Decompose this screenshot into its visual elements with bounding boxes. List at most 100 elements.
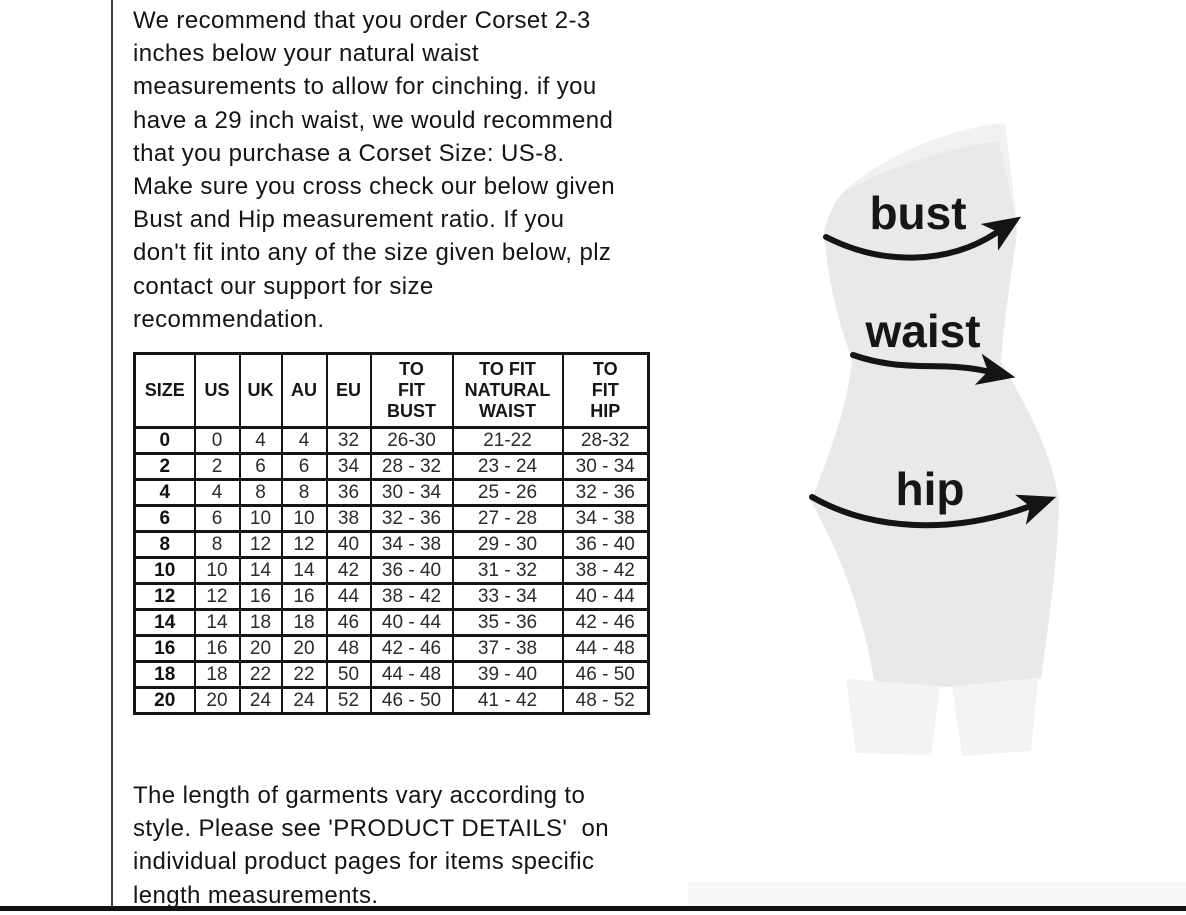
table-row-size-16: 16 16 20 20 48 42 - 46 37 - 38 44 - 48 bbox=[133, 634, 650, 663]
table-cell: 8 bbox=[133, 530, 196, 559]
table-cell: 46 bbox=[325, 608, 372, 637]
table-cell: 8 bbox=[238, 478, 283, 507]
table-cell: 32 bbox=[325, 426, 372, 455]
table-cell: 6 bbox=[238, 452, 283, 481]
table-cell: 23 - 24 bbox=[451, 452, 564, 481]
table-cell: 18 bbox=[193, 660, 241, 689]
table-cell: 48 bbox=[325, 634, 372, 663]
table-cell: 12 bbox=[193, 582, 241, 611]
table-row-size-10: 10 10 14 14 42 36 - 40 31 - 32 38 - 42 bbox=[133, 556, 650, 585]
table-cell: 27 - 28 bbox=[451, 504, 564, 533]
table-cell: 8 bbox=[280, 478, 328, 507]
bottom-border-line bbox=[0, 906, 1186, 911]
table-cell: 18 bbox=[280, 608, 328, 637]
table-cell: 18 bbox=[133, 660, 196, 689]
table-cell: 6 bbox=[193, 504, 241, 533]
intro-text: We recommend that you order Corset 2-3 i… bbox=[133, 7, 615, 333]
length-note-text: The length of garments vary according to… bbox=[133, 782, 610, 909]
table-cell: 40 bbox=[325, 530, 372, 559]
table-cell: 32 - 36 bbox=[561, 478, 650, 507]
table-cell: 44 - 48 bbox=[369, 660, 454, 689]
body-measurement-diagram: bust waist hip bbox=[790, 105, 1186, 765]
waist-arrow bbox=[850, 352, 1016, 385]
table-cell: 40 - 44 bbox=[561, 582, 650, 611]
table-cell: 2 bbox=[133, 452, 196, 481]
table-cell: 42 - 46 bbox=[561, 608, 650, 637]
hip-arrow bbox=[809, 494, 1057, 529]
table-cell: 30 - 34 bbox=[561, 452, 650, 481]
table-cell: 38 - 42 bbox=[561, 556, 650, 585]
table-cell: 33 - 34 bbox=[451, 582, 564, 611]
table-cell: 31 - 32 bbox=[451, 556, 564, 585]
table-cell: 41 - 42 bbox=[451, 686, 564, 715]
table-cell: 14 bbox=[193, 608, 241, 637]
table-cell: 48 - 52 bbox=[561, 686, 650, 715]
table-cell: 28-32 bbox=[561, 426, 650, 455]
table-cell: 16 bbox=[280, 582, 328, 611]
size-table-head: SIZE US UK AU EU TO FIT BUST TO FIT NATURAL WA… bbox=[133, 352, 650, 429]
table-cell: 4 bbox=[193, 478, 241, 507]
table-cell: 24 bbox=[238, 686, 283, 715]
hip-label: hip bbox=[896, 463, 965, 515]
table-cell: 35 - 36 bbox=[451, 608, 564, 637]
table-cell: 22 bbox=[238, 660, 283, 689]
table-cell: 52 bbox=[325, 686, 372, 715]
table-row-size-12: 12 12 16 16 44 38 - 42 33 - 34 40 - 44 bbox=[133, 582, 650, 611]
table-cell: 14 bbox=[238, 556, 283, 585]
table-cell: 20 bbox=[280, 634, 328, 663]
right-leg bbox=[952, 678, 1038, 756]
left-border-line bbox=[111, 0, 113, 908]
table-cell: 46 - 50 bbox=[369, 686, 454, 715]
table-cell: 4 bbox=[133, 478, 196, 507]
table-cell: 44 bbox=[325, 582, 372, 611]
table-cell: 24 bbox=[280, 686, 328, 715]
table-cell: 20 bbox=[133, 686, 196, 715]
column-header-to-fit-natural-waist: TO FIT NATURAL WAIST bbox=[451, 352, 564, 429]
table-cell: 10 bbox=[238, 504, 283, 533]
table-cell: 25 - 26 bbox=[451, 478, 564, 507]
table-row-size-4: 4 4 8 8 36 30 - 34 25 - 26 32 - 36 bbox=[133, 478, 650, 507]
table-cell: 46 - 50 bbox=[561, 660, 650, 689]
table-cell: 16 bbox=[238, 582, 283, 611]
table-cell: 2 bbox=[193, 452, 241, 481]
table-cell: 29 - 30 bbox=[451, 530, 564, 559]
table-cell: 50 bbox=[325, 660, 372, 689]
torso-silhouette bbox=[811, 141, 1059, 687]
table-cell: 21-22 bbox=[451, 426, 564, 455]
body-silhouette-svg: bust waist hip bbox=[809, 123, 1059, 756]
table-cell: 12 bbox=[238, 530, 283, 559]
table-cell: 4 bbox=[280, 426, 328, 455]
table-cell: 20 bbox=[238, 634, 283, 663]
table-cell: 38 - 42 bbox=[369, 582, 454, 611]
table-cell: 30 - 34 bbox=[369, 478, 454, 507]
table-cell: 37 - 38 bbox=[451, 634, 564, 663]
table-cell: 10 bbox=[193, 556, 241, 585]
table-cell: 36 - 40 bbox=[369, 556, 454, 585]
table-cell: 44 - 48 bbox=[561, 634, 650, 663]
table-cell: 0 bbox=[133, 426, 196, 455]
table-cell: 18 bbox=[238, 608, 283, 637]
column-header-to-fit-hip: TO FIT HIP bbox=[561, 352, 650, 429]
table-row-size-0: 0 0 4 4 32 26-30 21-22 28-32 bbox=[133, 426, 650, 455]
waist-label: waist bbox=[864, 305, 980, 357]
table-cell: 34 - 38 bbox=[369, 530, 454, 559]
table-cell: 14 bbox=[280, 556, 328, 585]
table-cell: 34 bbox=[325, 452, 372, 481]
column-header-au: AU bbox=[280, 352, 328, 429]
table-cell: 32 - 36 bbox=[369, 504, 454, 533]
table-cell: 39 - 40 bbox=[451, 660, 564, 689]
table-cell: 10 bbox=[280, 504, 328, 533]
table-cell: 6 bbox=[133, 504, 196, 533]
table-cell: 12 bbox=[133, 582, 196, 611]
table-cell: 36 - 40 bbox=[561, 530, 650, 559]
table-cell: 10 bbox=[133, 556, 196, 585]
table-row-size-2: 2 2 6 6 34 28 - 32 23 - 24 30 - 34 bbox=[133, 452, 650, 481]
table-row-size-6: 6 6 10 10 38 32 - 36 27 - 28 34 - 38 bbox=[133, 504, 650, 533]
column-header-uk: UK bbox=[238, 352, 283, 429]
table-cell: 28 - 32 bbox=[369, 452, 454, 481]
table-cell: 12 bbox=[280, 530, 328, 559]
table-row-size-8: 8 8 12 12 40 34 - 38 29 - 30 36 - 40 bbox=[133, 530, 650, 559]
bust-label: bust bbox=[869, 187, 966, 239]
table-cell: 38 bbox=[325, 504, 372, 533]
column-header-eu: EU bbox=[325, 352, 372, 429]
